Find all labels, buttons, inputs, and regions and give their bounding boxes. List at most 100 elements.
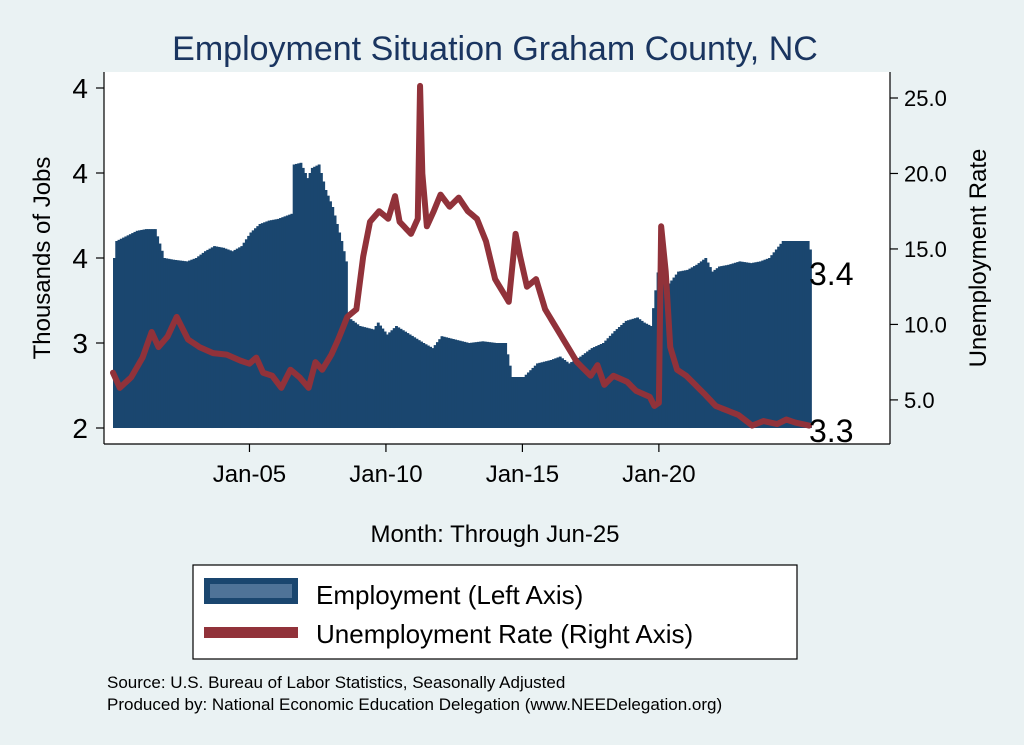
employment-bar xyxy=(335,224,339,428)
employment-bar xyxy=(774,249,778,428)
employment-bar xyxy=(138,230,141,428)
employment-bar xyxy=(156,236,160,428)
employment-bar xyxy=(397,327,401,428)
employment-bar xyxy=(169,259,173,428)
employment-bar xyxy=(269,220,273,428)
employment-bar xyxy=(574,359,578,428)
employment-bar xyxy=(542,361,546,428)
employment-end-label: 3.4 xyxy=(809,256,853,292)
employment-bar xyxy=(229,250,232,428)
employment-bar xyxy=(806,241,810,428)
legend-swatch-employment-inner xyxy=(210,584,292,598)
employment-bar xyxy=(470,342,473,428)
employment-bar xyxy=(786,241,790,428)
employment-bar xyxy=(488,342,492,428)
employment-bar xyxy=(231,251,235,428)
employment-bar xyxy=(276,218,280,428)
employment-bar xyxy=(536,363,539,428)
employment-bar xyxy=(492,342,496,428)
employment-bar xyxy=(413,337,417,428)
employment-bar xyxy=(310,167,314,428)
employment-bar xyxy=(768,258,771,428)
employment-bar xyxy=(395,326,398,428)
employment-bar xyxy=(379,325,382,428)
employment-bar xyxy=(752,262,756,428)
employment-bar xyxy=(185,261,189,428)
employment-bar xyxy=(549,360,553,428)
employment-bar xyxy=(756,261,760,428)
employment-bar xyxy=(758,261,762,428)
employment-bar xyxy=(281,217,285,428)
y-right-tick-label: 20.0 xyxy=(904,161,947,186)
employment-bar xyxy=(392,328,396,429)
employment-bar xyxy=(222,247,226,428)
employment-bar xyxy=(724,265,728,428)
employment-bar xyxy=(551,359,555,428)
employment-bar xyxy=(809,249,812,428)
employment-bar xyxy=(415,338,419,428)
employment-bar xyxy=(153,229,157,428)
employment-bar xyxy=(567,363,571,428)
employment-bar xyxy=(783,241,787,428)
employment-bar xyxy=(165,258,169,428)
employment-bar xyxy=(588,349,592,428)
employment-bar xyxy=(647,324,651,428)
employment-bar xyxy=(556,357,560,428)
employment-bar xyxy=(558,356,562,428)
employment-bar xyxy=(627,320,630,428)
employment-bar xyxy=(561,358,564,428)
employment-bar xyxy=(520,377,524,428)
employment-bar xyxy=(743,262,746,428)
employment-bar xyxy=(342,251,346,428)
employment-bar xyxy=(358,326,362,428)
employment-bar xyxy=(586,351,589,428)
employment-bar xyxy=(565,361,569,428)
employment-bar xyxy=(188,260,191,428)
y-right-tick-label: 25.0 xyxy=(904,86,947,111)
employment-bar xyxy=(317,164,321,428)
employment-bar xyxy=(247,235,251,428)
employment-bar xyxy=(763,259,767,428)
employment-bar xyxy=(385,334,389,428)
employment-bar xyxy=(629,319,633,428)
employment-bar xyxy=(779,243,783,428)
employment-bar xyxy=(633,318,637,428)
employment-bar xyxy=(624,320,628,428)
employment-bar xyxy=(240,246,244,428)
y-left-tick-label: 2 xyxy=(72,413,88,444)
employment-bar xyxy=(622,322,626,428)
employment-bar xyxy=(174,259,178,428)
employment-bar xyxy=(447,337,451,428)
y-left-label: Thousands of Jobs xyxy=(29,157,56,360)
y-right-label: Unemployment Rate xyxy=(965,149,992,368)
employment-bar xyxy=(131,233,135,428)
employment-bar xyxy=(215,246,219,428)
employment-bar xyxy=(704,258,708,428)
employment-bar xyxy=(736,262,740,428)
employment-bar xyxy=(363,327,367,428)
employment-bar xyxy=(374,326,378,428)
employment-bar xyxy=(456,340,460,428)
employment-bar xyxy=(424,344,428,428)
employment-bar xyxy=(513,377,517,428)
employment-bar xyxy=(426,345,430,428)
employment-bar xyxy=(677,271,680,428)
employment-bar xyxy=(663,269,667,428)
employment-bar xyxy=(731,263,735,428)
employment-bar xyxy=(292,164,296,428)
employment-bar xyxy=(636,317,640,428)
employment-bar xyxy=(226,249,230,428)
x-tick-label: Jan-05 xyxy=(213,461,286,488)
source-note: Source: U.S. Bureau of Labor Statistics,… xyxy=(107,673,565,692)
employment-bar xyxy=(406,333,410,428)
employment-bar xyxy=(399,328,403,428)
employment-bar xyxy=(590,348,594,428)
employment-bar xyxy=(372,329,376,428)
employment-bar xyxy=(665,276,669,428)
employment-bar xyxy=(124,236,128,428)
employment-bar xyxy=(354,322,357,428)
employment-bar xyxy=(115,241,119,428)
employment-bar xyxy=(697,263,701,428)
employment-bar xyxy=(288,214,292,428)
legend-swatch-unemployment xyxy=(204,627,298,638)
